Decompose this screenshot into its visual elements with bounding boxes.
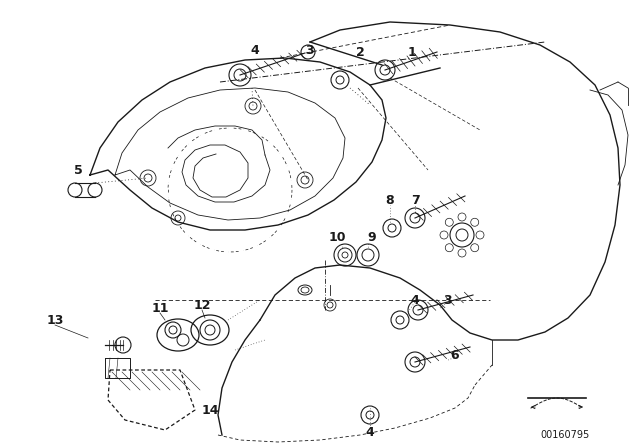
Text: 2: 2 [356,46,364,59]
Text: 3: 3 [443,293,451,306]
Text: 4: 4 [411,293,419,306]
Text: 10: 10 [328,231,346,244]
Text: 4: 4 [365,426,374,439]
Text: 4: 4 [251,43,259,56]
Text: 1: 1 [408,46,417,59]
Text: 12: 12 [193,298,211,311]
Text: 6: 6 [451,349,460,362]
Text: 3: 3 [306,43,314,56]
Text: 9: 9 [368,231,376,244]
Text: 11: 11 [151,302,169,314]
Text: 8: 8 [386,194,394,207]
Text: 7: 7 [411,194,419,207]
Text: 00160795: 00160795 [540,430,589,440]
Text: 14: 14 [201,404,219,417]
Text: 13: 13 [46,314,64,327]
Text: 5: 5 [74,164,83,177]
